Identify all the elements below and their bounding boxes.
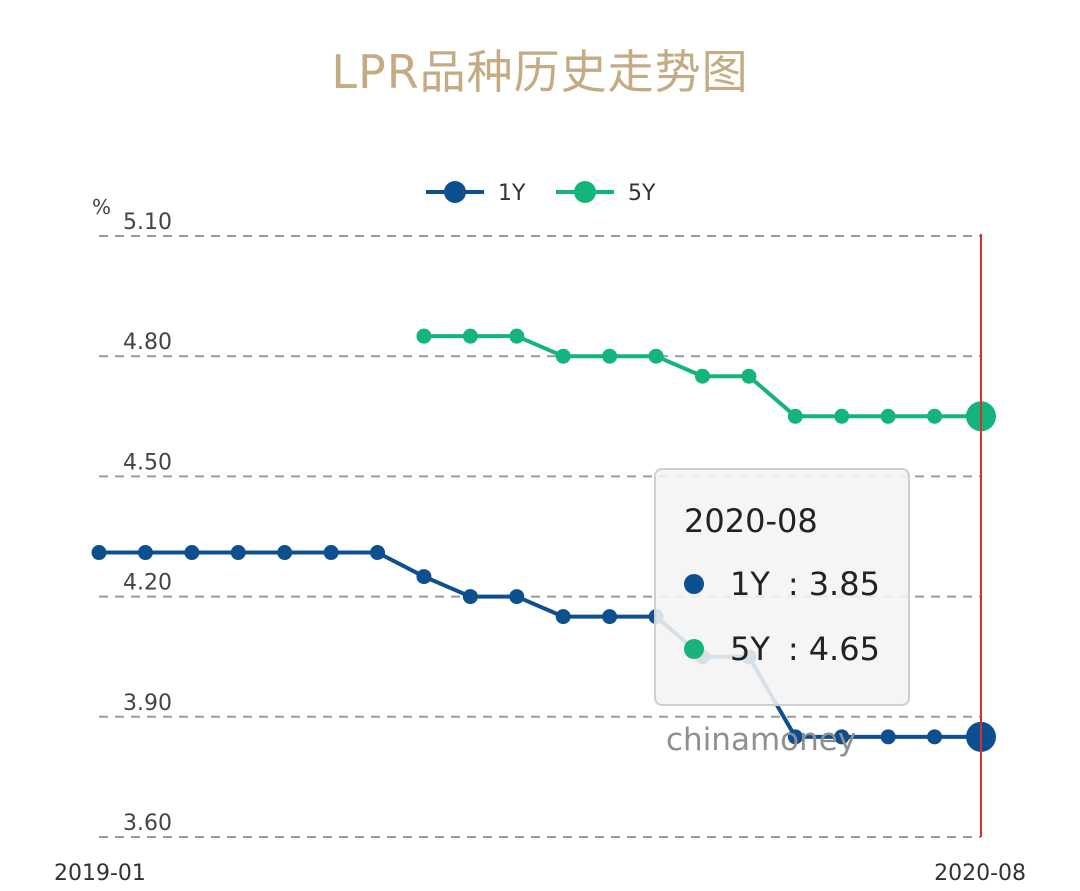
data-point-5y: [416, 328, 432, 344]
x-tick-label: 2020-08: [934, 861, 1026, 886]
data-point-5y: [602, 348, 618, 364]
data-point-5y: [787, 408, 803, 424]
data-point-1y: [509, 589, 525, 605]
y-tick-label: 4.80: [123, 330, 172, 355]
data-point-5y: [555, 348, 571, 364]
series-line-1y: [99, 550, 981, 739]
y-tick-label: 3.60: [123, 811, 172, 836]
data-point-1y: [230, 545, 246, 561]
tooltip-row-1y: 1Y : 3.85: [684, 565, 880, 603]
dot-1y-icon: [684, 574, 704, 594]
x-tick-label: 2019-01: [54, 861, 146, 886]
tooltip-separator: :: [787, 565, 799, 603]
data-point-5y: [462, 328, 478, 344]
data-point-1y: [880, 729, 896, 745]
data-point-1y: [184, 545, 200, 561]
data-point-5y: [741, 368, 757, 384]
data-point-1y: [462, 589, 478, 605]
y-unit-label: %: [92, 195, 111, 219]
data-point-5y: [927, 408, 943, 424]
data-point-1y: [370, 545, 386, 561]
watermark: chinamoney: [666, 722, 857, 758]
legend[interactable]: 1Y 5Y: [426, 181, 656, 206]
data-point-5y: [880, 408, 896, 424]
tooltip-row-5y: 5Y : 4.65: [684, 630, 880, 668]
legend-dot-icon: [574, 181, 596, 203]
legend-label: 1Y: [498, 181, 526, 206]
data-point-1y: [927, 729, 943, 745]
legend-item-1y[interactable]: 1Y: [426, 181, 526, 206]
legend-label: 5Y: [628, 181, 656, 206]
data-point-1y: [834, 729, 850, 745]
tooltip-series-name: 5Y: [730, 630, 770, 668]
series-group: [91, 328, 996, 752]
chart-title: LPR品种历史走势图: [331, 45, 749, 99]
data-point-5y: [834, 408, 850, 424]
data-point-1y: [787, 729, 803, 745]
tooltip-series-name: 1Y: [730, 565, 770, 603]
data-point-1y: [602, 609, 618, 625]
data-point-5y: [509, 328, 525, 344]
x-axis-ticks: 2019-01 2020-08: [54, 861, 1026, 886]
dot-5y-icon: [684, 639, 704, 659]
tooltip: 2020-08 1Y : 3.85 5Y : 4.65: [654, 468, 910, 706]
data-point-1y: [416, 569, 432, 585]
tooltip-value: 4.65: [808, 630, 880, 668]
y-tick-label: 3.90: [123, 691, 172, 716]
data-point-5y: [694, 368, 710, 384]
y-axis-ticks: 5.10 4.80 4.50 4.20 3.90 3.60: [123, 210, 172, 836]
tooltip-value: 3.85: [808, 565, 880, 603]
data-point-1y: [91, 545, 107, 561]
tooltip-date: 2020-08: [684, 502, 818, 540]
y-tick-label: 5.10: [123, 210, 172, 235]
data-point-1y: [323, 545, 339, 561]
data-point-1y: [555, 609, 571, 625]
data-point-1y: [137, 545, 153, 561]
legend-item-5y[interactable]: 5Y: [556, 181, 656, 206]
data-point-1y: [277, 545, 293, 561]
data-point-5y: [648, 348, 664, 364]
y-tick-label: 4.20: [123, 571, 172, 596]
grid-lines: [99, 235, 981, 838]
legend-dot-icon: [444, 181, 466, 203]
tooltip-separator: :: [787, 630, 799, 668]
y-tick-label: 4.50: [123, 450, 172, 475]
